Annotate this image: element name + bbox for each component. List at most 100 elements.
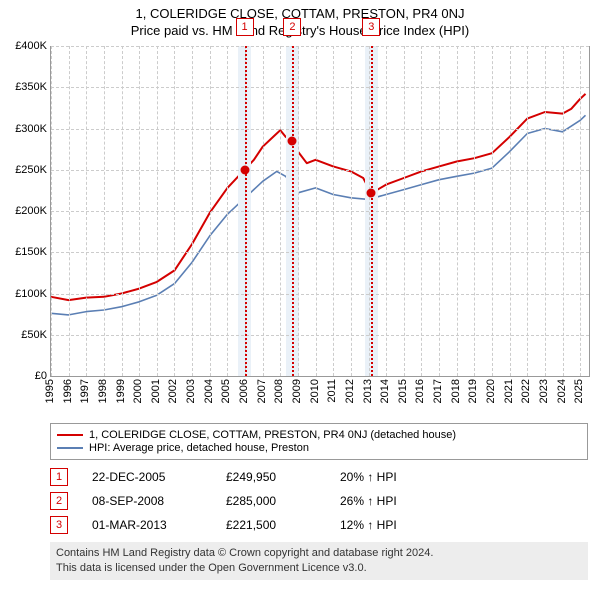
gridline-vertical [139,46,140,376]
transaction-date: 01-MAR-2013 [92,518,202,532]
gridline-vertical [333,46,334,376]
x-axis-tick-label: 2013 [362,379,374,403]
gridline-vertical [439,46,440,376]
x-axis-tick-label: 2003 [185,379,197,403]
legend-swatch-property [57,434,83,436]
transaction-badge: 3 [50,516,68,534]
gridline-vertical [580,46,581,376]
x-axis-tick-label: 2018 [450,379,462,403]
attribution-line1: Contains HM Land Registry data © Crown c… [56,546,582,561]
plot-area: £0£50K£100K£150K£200K£250K£300K£350K£400… [50,46,590,377]
gridline-vertical [421,46,422,376]
transactions-table: 1 22-DEC-2005 £249,950 20% ↑ HPI 2 08-SE… [50,468,588,534]
transaction-pct: 12% ↑ HPI [340,518,397,532]
gridline-vertical [210,46,211,376]
attribution-box: Contains HM Land Registry data © Crown c… [50,542,588,580]
x-axis-tick-label: 1995 [44,379,56,403]
gridline-vertical [122,46,123,376]
y-axis-tick-label: £250K [15,164,51,176]
gridline-vertical [545,46,546,376]
event-badge: 3 [362,18,380,36]
x-axis-tick-label: 2023 [538,379,550,403]
x-axis-tick-label: 2020 [485,379,497,403]
gridline-vertical [510,46,511,376]
gridline-vertical [227,46,228,376]
x-axis-tick-label: 2008 [273,379,285,403]
y-axis-tick-label: £200K [15,205,51,217]
x-axis-tick-label: 2002 [167,379,179,403]
y-axis-tick-label: £400K [15,40,51,52]
gridline-vertical [280,46,281,376]
transaction-pct: 20% ↑ HPI [340,470,397,484]
legend-label-property: 1, COLERIDGE CLOSE, COTTAM, PRESTON, PR4… [89,429,456,441]
gridline-vertical [369,46,370,376]
y-axis-tick-label: £300K [15,123,51,135]
gridline-vertical [386,46,387,376]
transaction-date: 08-SEP-2008 [92,494,202,508]
x-axis-tick-label: 2009 [291,379,303,403]
event-marker [288,136,297,145]
x-axis-tick-label: 2016 [414,379,426,403]
event-badge: 1 [236,18,254,36]
transaction-row: 3 01-MAR-2013 £221,500 12% ↑ HPI [50,516,588,534]
x-axis-tick-label: 2024 [556,379,568,403]
gridline-vertical [351,46,352,376]
gridline-vertical [404,46,405,376]
x-axis-tick-label: 1996 [62,379,74,403]
x-axis-tick-label: 2017 [432,379,444,403]
transaction-price: £285,000 [226,494,316,508]
series-line-property [51,94,586,300]
series-line-hpi [51,115,586,315]
x-axis-tick-label: 2004 [203,379,215,403]
gridline-vertical [263,46,264,376]
x-axis-tick-label: 1998 [97,379,109,403]
chart-container: 1, COLERIDGE CLOSE, COTTAM, PRESTON, PR4… [0,0,600,580]
gridline-horizontal [51,211,589,212]
gridline-horizontal [51,46,589,47]
legend-swatch-hpi [57,447,83,449]
gridline-vertical [157,46,158,376]
y-axis-tick-label: £50K [21,329,51,341]
transaction-row: 2 08-SEP-2008 £285,000 26% ↑ HPI [50,492,588,510]
x-axis-tick-label: 1997 [79,379,91,403]
gridline-vertical [104,46,105,376]
event-line [292,46,294,376]
legend-label-hpi: HPI: Average price, detached house, Pres… [89,442,309,454]
transaction-badge: 2 [50,492,68,510]
gridline-vertical [69,46,70,376]
x-axis-tick-label: 2014 [379,379,391,403]
legend: 1, COLERIDGE CLOSE, COTTAM, PRESTON, PR4… [50,423,588,460]
x-axis-tick-label: 2025 [573,379,585,403]
gridline-vertical [86,46,87,376]
y-axis-tick-label: £150K [15,246,51,258]
gridline-vertical [51,46,52,376]
gridline-horizontal [51,170,589,171]
legend-item-hpi: HPI: Average price, detached house, Pres… [57,442,581,454]
gridline-horizontal [51,87,589,88]
event-line [371,46,373,376]
transaction-row: 1 22-DEC-2005 £249,950 20% ↑ HPI [50,468,588,486]
gridline-horizontal [51,252,589,253]
event-badge: 2 [283,18,301,36]
gridline-vertical [298,46,299,376]
gridline-vertical [474,46,475,376]
event-marker [367,189,376,198]
x-axis-labels: 1995199619971998199920002001200220032004… [50,377,588,417]
event-marker [240,165,249,174]
y-axis-tick-label: £350K [15,81,51,93]
x-axis-tick-label: 2005 [220,379,232,403]
gridline-vertical [492,46,493,376]
transaction-date: 22-DEC-2005 [92,470,202,484]
gridline-vertical [563,46,564,376]
x-axis-tick-label: 2010 [309,379,321,403]
x-axis-tick-label: 2011 [326,379,338,403]
x-axis-tick-label: 2007 [256,379,268,403]
x-axis-tick-label: 2021 [503,379,515,403]
transaction-pct: 26% ↑ HPI [340,494,397,508]
gridline-horizontal [51,129,589,130]
x-axis-tick-label: 2006 [238,379,250,403]
gridline-vertical [316,46,317,376]
attribution-line2: This data is licensed under the Open Gov… [56,561,582,576]
x-axis-tick-label: 2022 [520,379,532,403]
gridline-horizontal [51,335,589,336]
